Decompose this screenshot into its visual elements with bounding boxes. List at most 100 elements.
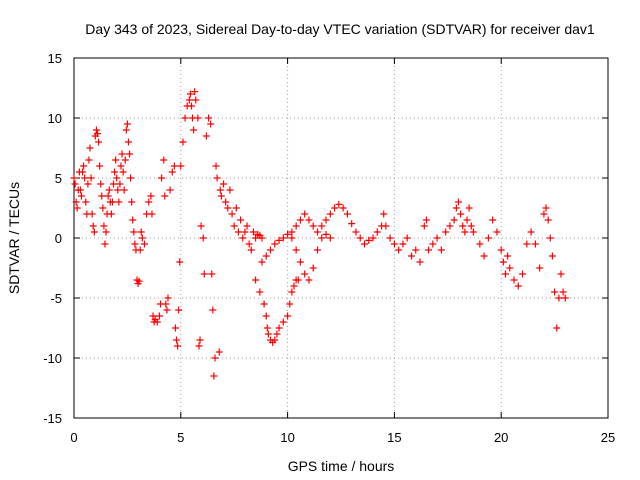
- data-point-marker: [92, 126, 100, 134]
- data-point-marker: [497, 246, 505, 254]
- data-point-marker: [168, 168, 176, 176]
- data-point-marker: [145, 198, 153, 206]
- data-point-marker: [197, 222, 205, 230]
- data-point-marker: [140, 240, 148, 248]
- data-point-marker: [305, 276, 313, 284]
- data-point-marker: [185, 96, 193, 104]
- data-point-marker: [459, 222, 467, 230]
- data-point-marker: [484, 234, 492, 242]
- data-point-marker: [322, 216, 330, 224]
- data-point-marker: [110, 180, 118, 188]
- x-tick-label: 20: [494, 430, 508, 445]
- data-point-marker: [245, 240, 253, 248]
- data-point-marker: [437, 246, 445, 254]
- data-point-marker: [95, 138, 103, 146]
- data-point-marker: [158, 174, 166, 182]
- data-point-marker: [101, 240, 109, 248]
- data-point-marker: [191, 88, 199, 96]
- data-point-marker: [117, 162, 125, 170]
- data-point-marker: [450, 216, 458, 224]
- data-point-marker: [296, 258, 304, 266]
- data-point-marker: [148, 210, 156, 218]
- data-point-marker: [493, 228, 501, 236]
- data-point-marker: [208, 270, 216, 278]
- data-point-marker: [290, 282, 298, 290]
- data-point-marker: [275, 236, 283, 244]
- data-point-marker: [275, 324, 283, 332]
- data-point-marker: [190, 126, 198, 134]
- data-point-marker: [224, 204, 232, 212]
- y-tick-label: 15: [48, 51, 62, 66]
- data-point-marker: [175, 306, 183, 314]
- y-tick-labels: -15 -10 -5 0 5 10 15: [43, 51, 62, 426]
- data-point-marker: [420, 222, 428, 230]
- data-point-marker: [82, 198, 90, 206]
- data-point-marker: [326, 210, 334, 218]
- data-point-marker: [523, 240, 531, 248]
- data-point-marker: [442, 228, 450, 236]
- data-point-marker: [288, 234, 296, 242]
- data-point-marker: [356, 234, 364, 242]
- data-point-marker: [301, 210, 309, 218]
- data-point-marker: [207, 120, 215, 128]
- data-point-marker: [284, 312, 292, 320]
- data-point-marker: [196, 336, 204, 344]
- data-point-marker: [548, 252, 556, 260]
- data-point-marker: [111, 168, 119, 176]
- data-point-marker: [553, 324, 561, 332]
- data-point-marker: [296, 216, 304, 224]
- data-point-marker: [369, 234, 377, 242]
- data-point-marker: [212, 162, 220, 170]
- data-point-marker: [557, 270, 565, 278]
- data-point-marker: [70, 174, 78, 182]
- data-point-marker: [352, 228, 360, 236]
- data-point-marker: [288, 228, 296, 236]
- data-point-marker: [107, 210, 115, 218]
- data-point-marker: [314, 246, 322, 254]
- data-point-marker: [314, 228, 322, 236]
- data-point-marker: [335, 200, 343, 208]
- data-point-marker: [555, 294, 563, 302]
- data-point-marker: [199, 234, 207, 242]
- data-point-marker: [546, 234, 554, 242]
- data-point-marker: [318, 234, 326, 242]
- data-point-marker: [469, 228, 477, 236]
- data-point-marker: [239, 234, 247, 242]
- data-point-marker: [163, 306, 171, 314]
- data-point-marker: [102, 228, 110, 236]
- data-point-marker: [170, 162, 178, 170]
- data-point-marker: [86, 144, 94, 152]
- data-point-marker: [446, 222, 454, 230]
- data-point-marker: [504, 252, 512, 260]
- data-point-marker: [551, 288, 559, 296]
- data-point-marker: [461, 228, 469, 236]
- data-point-marker: [514, 282, 522, 290]
- data-point-marker: [181, 114, 189, 122]
- data-point-marker: [87, 174, 95, 182]
- x-tick-label: 25: [601, 430, 615, 445]
- data-point-marker: [179, 138, 187, 146]
- data-point-marker: [234, 228, 242, 236]
- data-point-marker: [97, 180, 105, 188]
- data-point-marker: [267, 246, 275, 254]
- data-point-marker: [177, 162, 185, 170]
- data-point-marker: [73, 204, 81, 212]
- data-point-marker: [463, 216, 471, 224]
- data-point-marker: [360, 240, 368, 248]
- data-point-marker: [79, 168, 87, 176]
- data-point-marker: [124, 138, 132, 146]
- x-tick-label: 15: [387, 430, 401, 445]
- data-point-marker: [71, 180, 79, 188]
- data-point-marker: [220, 180, 228, 188]
- x-axis-label: GPS time / hours: [288, 458, 395, 474]
- data-point-marker: [89, 222, 97, 230]
- data-point-marker: [429, 240, 437, 248]
- data-point-marker: [118, 150, 126, 158]
- data-point-marker: [120, 186, 128, 194]
- data-point-marker: [174, 342, 182, 350]
- data-point-marker: [135, 277, 143, 285]
- data-point-marker: [365, 236, 373, 244]
- data-point-marker: [161, 192, 169, 200]
- data-point-marker: [217, 192, 225, 200]
- x-tick-label: 5: [177, 430, 184, 445]
